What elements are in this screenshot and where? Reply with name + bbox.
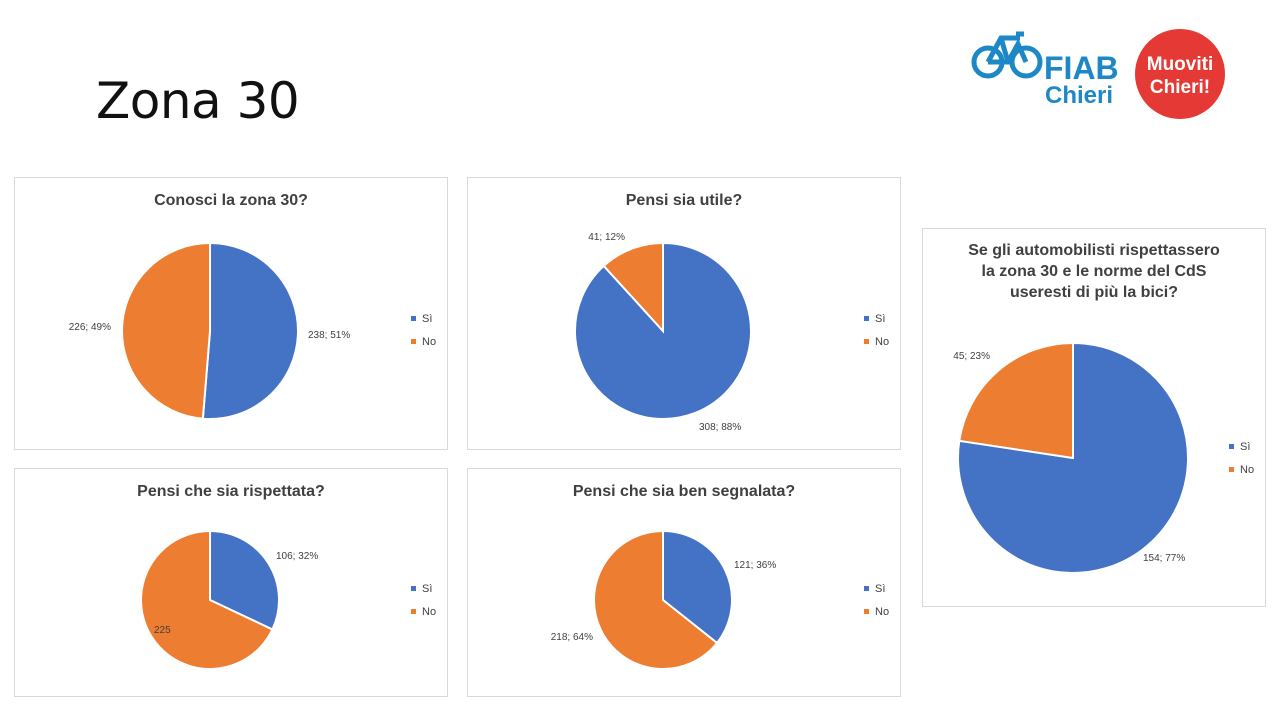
chart-title: Conosci la zona 30? (154, 192, 308, 209)
legend: Sì No (864, 307, 889, 353)
legend-item-si: Sì (864, 307, 889, 330)
pie-chart: 238; 51% 226; 49% (69, 241, 350, 420)
legend-item-no: No (1229, 458, 1254, 481)
pie-slice-si (662, 529, 733, 645)
slide-title: Zona 30 (96, 72, 300, 130)
legend-item-no: No (411, 330, 436, 353)
chart-title: Pensi che sia rispettata? (137, 483, 325, 500)
fiab-chieri-logo: FIAB Chieri Muoviti Chieri! (968, 24, 1230, 124)
legend-label: No (875, 605, 890, 618)
chart-conosci-zona-30: Conosci la zona 30? 238; 51% 226; 49% Sì … (14, 177, 448, 450)
pie-slice-si (957, 341, 1189, 574)
pie-slice-no (140, 529, 274, 670)
pie-slice-no (120, 241, 211, 420)
pie-chart: 121; 36% 218; 64% (551, 529, 776, 670)
legend-label: No (422, 605, 437, 618)
logo-badge-line2: Chieri! (1150, 77, 1210, 98)
legend-item-si: Sì (411, 307, 436, 330)
data-label-si: 154; 77% (1143, 553, 1185, 564)
chart-title-line: Se gli automobilisti rispettassero (968, 242, 1220, 259)
data-label-no: 41; 12% (588, 232, 625, 243)
legend-label: Sì (875, 312, 886, 325)
pie-slice-si (201, 241, 299, 420)
chart-title: Pensi sia utile? (625, 192, 743, 209)
pie-slice-si (209, 529, 280, 631)
legend-item-si: Sì (411, 577, 436, 600)
chart-pensi-sia-utile: Pensi sia utile? 308; 88% 41; 12% Sì No (467, 177, 901, 450)
data-label-no: 218; 64% (551, 632, 593, 643)
legend-item-si: Sì (864, 577, 889, 600)
data-label-si: 238; 51% (308, 330, 350, 341)
legend-item-no: No (864, 600, 889, 623)
chart-pensi-ben-segnalata: Pensi che sia ben segnalata? 121; 36% 218… (467, 468, 901, 697)
legend-item-no: No (864, 330, 889, 353)
data-label-si: 121; 36% (734, 560, 776, 571)
pie-chart: 154; 77% 45; 23% (953, 341, 1189, 574)
legend: Sì No (864, 577, 889, 623)
pie-chart: 106; 32% 225 (140, 529, 318, 670)
legend: Sì No (411, 577, 436, 623)
chart-title: Pensi che sia ben segnalata? (572, 483, 796, 500)
chart-title: Se gli automobilisti rispettassero la zo… (923, 240, 1265, 303)
legend-item-si: Sì (1229, 435, 1254, 458)
legend: Sì No (411, 307, 436, 353)
legend-label: Sì (422, 582, 433, 595)
logo-org-line2: Chieri (1045, 82, 1113, 109)
legend-label: Sì (875, 582, 886, 595)
data-label-no: 226; 49% (69, 322, 111, 333)
chart-pensi-sia-rispettata: Pensi che sia rispettata? 106; 32% 225 Sì… (14, 468, 448, 697)
data-label-si: 106; 32% (276, 551, 318, 562)
legend-item-no: No (411, 600, 436, 623)
legend-label: Sì (422, 312, 433, 325)
pie-slice-no (602, 241, 664, 334)
data-label-no: 45; 23% (953, 351, 990, 362)
chart-title-line: useresti di più la bici? (1009, 284, 1179, 301)
legend-label: No (422, 335, 437, 348)
legend-label: No (875, 335, 890, 348)
chart-title-line: la zona 30 e le norme del CdS (981, 263, 1207, 280)
chart-useresti-piu-bici: Se gli automobilisti rispettassero la zo… (922, 228, 1266, 607)
data-label-si: 308; 88% (699, 422, 741, 433)
legend: Sì No (1229, 435, 1254, 481)
legend-label: No (1240, 463, 1255, 476)
pie-slice-no (593, 529, 719, 670)
legend-label: Sì (1240, 440, 1251, 453)
data-label-no: 225 (154, 625, 171, 636)
logo-org-line1: FIAB (1044, 50, 1119, 86)
bicycle-icon: FIAB Chieri Muoviti Chieri! (971, 29, 1225, 119)
pie-slice-no (958, 341, 1074, 460)
logo-badge-line1: Muoviti (1147, 54, 1214, 75)
pie-chart: 308; 88% 41; 12% (574, 232, 752, 433)
